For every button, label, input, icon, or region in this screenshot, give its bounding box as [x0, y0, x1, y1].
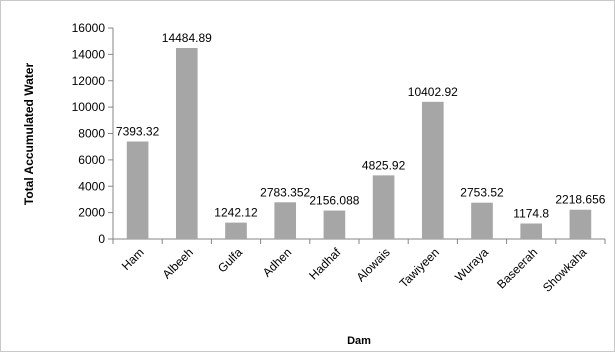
bar: [471, 202, 493, 239]
data-label: 14484.89: [162, 31, 212, 45]
data-label: 2783.352: [260, 185, 310, 199]
data-label: 1174.8: [513, 207, 549, 221]
y-tick-label: 16000: [72, 21, 106, 35]
data-label: 10402.92: [408, 85, 458, 99]
bar: [126, 141, 149, 239]
x-tick-label: Ham: [119, 245, 147, 273]
bar: [520, 223, 543, 239]
y-axis: 0 2000 4000 6000 8000 10000 12000 14000 16000: [72, 21, 114, 246]
y-tick-label: 0: [98, 232, 105, 246]
x-tick-label: Adhen: [260, 245, 294, 279]
y-tick-label: 2000: [78, 206, 105, 220]
x-tick-label: Albeeh: [160, 245, 196, 281]
y-tick-label: 14000: [72, 47, 106, 61]
y-tick-label: 6000: [78, 153, 105, 167]
y-tick-label: 4000: [78, 179, 105, 193]
y-tick-label: 8000: [78, 127, 105, 141]
x-axis: Ham Albeeh Gulfa Adhen Hadhaf Alowais Tawiyeen…: [112, 238, 606, 295]
x-tick-label: Showkaha: [540, 245, 590, 295]
x-tick-label: Wuraya: [452, 245, 491, 284]
bar: [421, 101, 444, 239]
y-tick-label: 10000: [72, 100, 106, 114]
y-tick-label: 12000: [72, 74, 106, 88]
data-label: 2753.52: [460, 186, 504, 200]
bar: [569, 209, 592, 239]
bar: [274, 202, 297, 239]
x-tick-label: Alowais: [354, 245, 393, 284]
data-label: 1242.12: [214, 206, 258, 220]
bar: [372, 175, 395, 239]
bar: [225, 222, 247, 239]
data-label: 4825.92: [362, 158, 406, 172]
bar: [323, 210, 346, 239]
x-tick-label: Baseerah: [494, 245, 540, 291]
bar: [175, 47, 198, 239]
data-label: 2156.088: [309, 194, 359, 208]
y-axis-title: Total Accumulated Water: [22, 63, 36, 206]
data-label: 7393.32: [116, 125, 160, 139]
data-label: 2218.656: [555, 193, 605, 207]
x-tick-label: Tawiyeen: [397, 245, 442, 290]
x-axis-title: Dam: [347, 335, 371, 347]
x-tick-label: Hadhaf: [306, 245, 344, 283]
x-tick-label: Gulfa: [215, 245, 245, 275]
bar-chart: 0 2000 4000 6000 8000 10000 12000 14000 16000 Ha…: [22, 21, 606, 347]
bars: [126, 47, 592, 239]
